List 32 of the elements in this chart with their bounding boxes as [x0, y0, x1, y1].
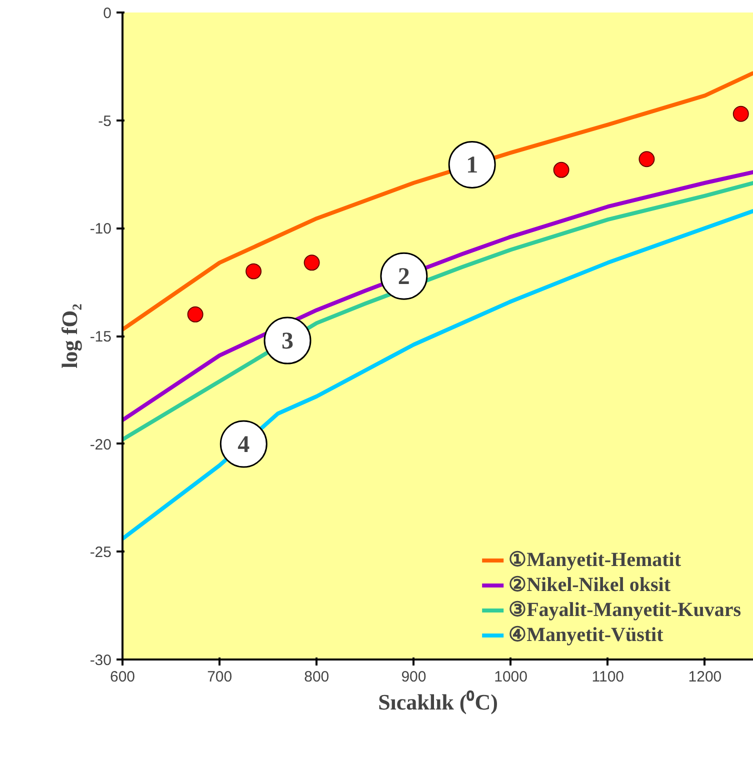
- y-tick-label: -30: [90, 652, 112, 669]
- y-tick-label: -20: [90, 436, 112, 454]
- x-tick-label: 900: [401, 668, 426, 686]
- legend-label: ①Manyetit-Hematit: [508, 548, 681, 572]
- annotation: 4: [238, 432, 250, 458]
- point: [304, 254, 320, 271]
- point: [732, 106, 749, 122]
- point: [553, 162, 570, 178]
- point: [246, 263, 262, 280]
- y-tick-label: 0: [103, 5, 112, 22]
- y-axis-title: log fO₂: [56, 303, 82, 368]
- x-tick-label: 800: [304, 668, 330, 686]
- x-axis-title: Sıcaklık (⁰C): [378, 690, 498, 714]
- x-tick-label: 1100: [592, 668, 624, 686]
- x-tick-label: 600: [110, 668, 136, 686]
- y-tick-label: -25: [90, 544, 112, 562]
- legend-label: ②Nikel-Nikel oksit: [508, 573, 670, 597]
- point: [638, 151, 655, 168]
- point: [187, 306, 204, 322]
- y-tick-label: -15: [90, 328, 112, 346]
- x-tick-label: 1000: [494, 668, 528, 686]
- y-tick-label: -10: [90, 220, 112, 238]
- y-tick-label: -5: [98, 112, 112, 130]
- annotation: 1: [466, 152, 478, 179]
- x-tick-label: 1200: [688, 668, 722, 686]
- legend-label: ③Fayalit-Manyetit-Kuvars: [508, 598, 741, 622]
- x-tick-label: 700: [207, 668, 232, 686]
- legend-label: ④Manyetit-Vüstit: [508, 623, 664, 647]
- line-series: [122, 208, 753, 541]
- annotation: 2: [398, 264, 410, 290]
- line-series: [122, 70, 753, 332]
- annotation: 3: [282, 328, 294, 355]
